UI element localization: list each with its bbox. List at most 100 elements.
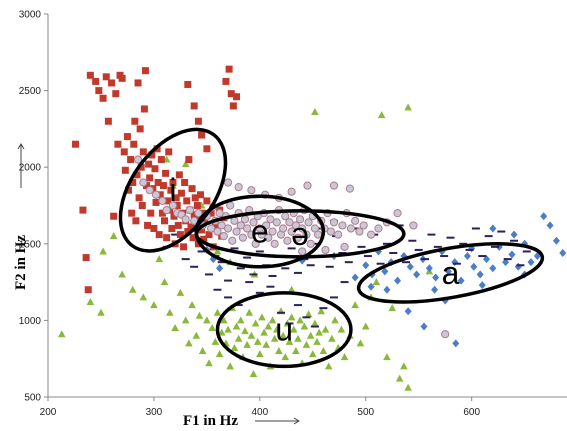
point-i (102, 73, 110, 81)
vowel-label: e (251, 214, 269, 250)
point-i (200, 235, 208, 243)
point-schwa (402, 261, 411, 264)
point-schwa (181, 258, 190, 261)
point-u (203, 316, 211, 324)
point-schwa (224, 296, 233, 299)
point-u (185, 339, 193, 347)
point-u (281, 353, 290, 361)
point-i (156, 191, 164, 199)
point-i (72, 140, 80, 148)
point-u (306, 331, 315, 339)
point-u (264, 322, 273, 330)
point-i (205, 231, 213, 239)
x-tick-label: 400 (251, 407, 268, 418)
point-u (313, 337, 321, 345)
point-u (226, 362, 234, 370)
point-i (155, 231, 163, 239)
point-u (287, 285, 296, 293)
point-u (232, 322, 241, 330)
point-e (321, 245, 330, 255)
point-e (243, 224, 252, 233)
point-e (374, 224, 383, 233)
point-u (388, 304, 397, 312)
point-i (95, 87, 103, 95)
point-u (118, 270, 126, 278)
point-schwa (281, 267, 290, 270)
point-i (165, 148, 173, 156)
point-i (170, 212, 178, 220)
point-i (177, 189, 185, 197)
point-i (187, 223, 195, 231)
point-i (110, 212, 118, 220)
point-u (383, 353, 391, 361)
point-i (104, 117, 112, 125)
point-i (154, 179, 162, 187)
point-i (131, 117, 139, 125)
point-a (404, 307, 412, 316)
data-points (57, 65, 567, 391)
point-i (157, 156, 165, 164)
point-u (211, 337, 220, 345)
point-u (150, 301, 158, 309)
point-a (489, 264, 497, 273)
point-e (162, 205, 171, 215)
ellipse-outline (194, 209, 406, 259)
point-a (406, 262, 414, 271)
point-schwa (287, 247, 296, 250)
point-a (502, 258, 510, 267)
point-i (233, 93, 241, 101)
point-e (279, 224, 288, 233)
point-u (188, 301, 196, 309)
point-e (359, 221, 368, 230)
point-a (527, 258, 535, 267)
point-schwa (408, 239, 417, 242)
point-schwa (510, 239, 519, 242)
point-i (135, 194, 143, 202)
point-a (452, 339, 460, 348)
point-i (184, 228, 192, 236)
vowel-ellipse: ə (194, 209, 406, 259)
point-a (420, 322, 428, 331)
point-schwa (293, 271, 302, 274)
point-e (230, 216, 239, 225)
point-u (258, 313, 266, 321)
point-u (361, 322, 370, 330)
point-e (329, 181, 339, 190)
point-i (112, 90, 120, 98)
point-a (351, 273, 359, 282)
point-i (222, 77, 230, 85)
point-schwa (236, 267, 245, 270)
vowel-ellipse: u (215, 291, 353, 369)
point-schwa (171, 233, 180, 236)
point-u (270, 334, 279, 342)
point-i (201, 217, 209, 225)
point-schwa (440, 255, 449, 258)
point-i (120, 148, 128, 156)
y-tick-label: 1000 (19, 316, 42, 327)
point-i (194, 117, 202, 125)
point-i (130, 140, 138, 148)
ellipse-outline (215, 291, 353, 369)
point-schwa (465, 248, 474, 251)
point-schwa (255, 291, 264, 294)
point-i (199, 209, 207, 217)
point-e (223, 224, 233, 233)
point-e (264, 233, 273, 242)
point-schwa (285, 322, 294, 325)
point-e (168, 201, 178, 210)
point-u (160, 278, 169, 286)
point-i (159, 182, 167, 190)
point-u (351, 301, 359, 309)
point-schwa (204, 273, 213, 276)
point-u (97, 308, 105, 316)
point-u (340, 353, 349, 361)
point-a (510, 230, 518, 239)
point-schwa (310, 325, 319, 328)
point-schwa (224, 279, 233, 282)
point-a (413, 270, 421, 279)
point-i (169, 179, 177, 187)
point-i (203, 145, 211, 153)
point-i (118, 74, 126, 82)
point-u (220, 316, 228, 324)
point-i (145, 160, 153, 168)
